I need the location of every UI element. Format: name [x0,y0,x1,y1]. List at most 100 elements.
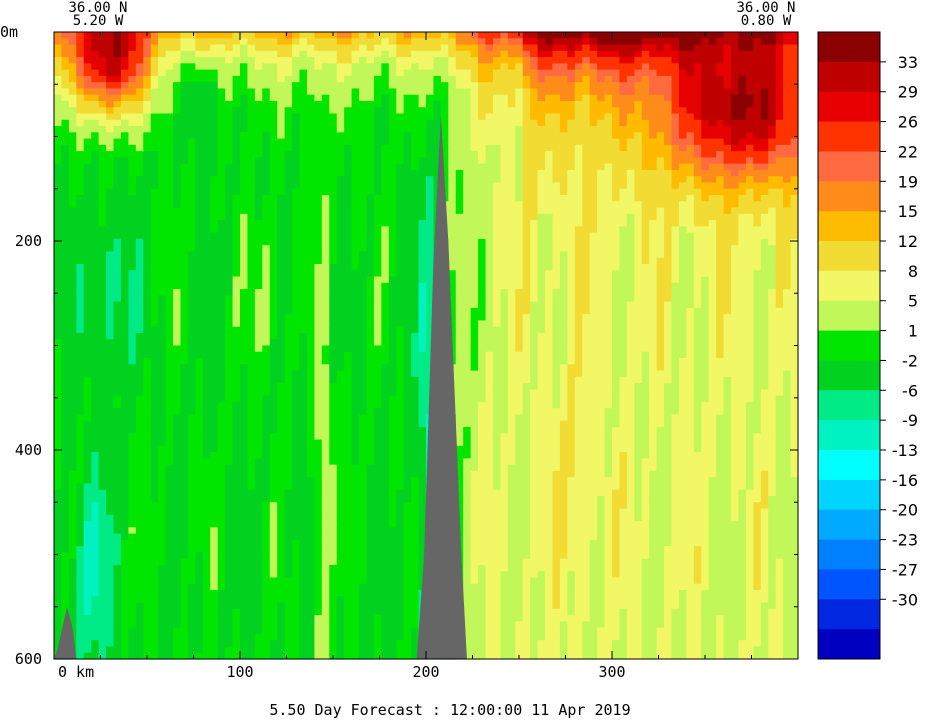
heatmap-cell [359,132,368,140]
heatmap-cell [366,113,375,121]
heatmap-cell [299,282,308,290]
heatmap-cell [76,50,85,58]
heatmap-cell [240,439,249,447]
heatmap-cell [83,596,92,604]
heatmap-cell [76,113,85,121]
heatmap-cell [217,251,226,259]
heatmap-cell [202,263,211,271]
heatmap-cell [61,195,70,202]
heatmap-cell [403,414,412,422]
heatmap-cell [128,345,137,353]
heatmap-cell [336,257,345,265]
heatmap-cell [61,508,70,516]
heatmap-cell [336,270,345,278]
heatmap-cell [173,583,182,591]
heatmap-cell [403,608,412,616]
heatmap-cell [254,401,263,409]
heatmap-cell [299,445,308,453]
heatmap-cell [225,533,234,541]
heatmap-cell [254,270,263,278]
heatmap-cell [232,345,241,353]
heatmap-cell [299,126,308,133]
heatmap-cell [173,439,182,447]
heatmap-cell [344,646,353,654]
heatmap-cell [262,332,271,340]
heatmap-cell [306,144,315,152]
heatmap-cell [277,445,286,453]
heatmap-cell [225,527,234,535]
heatmap-cell [210,627,219,635]
heatmap-cell [120,552,129,560]
heatmap-cell [98,245,107,253]
heatmap-cell [299,276,308,284]
heatmap-cell [195,301,204,309]
heatmap-cell [306,483,315,491]
heatmap-cell [135,583,144,591]
heatmap-cell [98,63,107,71]
heatmap-cell [403,69,412,77]
heatmap-cell [232,195,241,202]
heatmap-cell [292,44,301,52]
heatmap-cell [336,251,345,259]
heatmap-cell [277,107,286,115]
heatmap-cell [210,295,219,303]
heatmap-cell [106,251,115,259]
heatmap-cell [321,351,330,359]
heatmap-cell [269,427,278,434]
heatmap-cell [329,495,338,503]
heatmap-cell [143,452,152,459]
heatmap-cell [240,376,249,384]
heatmap-cell [381,295,390,303]
heatmap-cell [396,640,405,648]
heatmap-cell [373,546,382,554]
heatmap-cell [366,138,375,146]
heatmap-cell [366,383,375,390]
heatmap-cell [61,427,70,434]
heatmap-cell [180,188,189,196]
heatmap-cell [321,452,330,459]
heatmap-cell [150,495,159,503]
heatmap-cell [120,57,129,64]
heatmap-cell [329,364,338,372]
heatmap-cell [366,82,375,90]
heatmap-cell [351,163,360,171]
heatmap-cell [247,458,256,466]
heatmap-cell [418,69,427,77]
heatmap-cell [262,57,271,64]
heatmap-cell [366,577,375,585]
heatmap-cell [351,345,360,353]
heatmap-cell [91,458,100,466]
heatmap-cell [329,301,338,309]
heatmap-cell [403,452,412,459]
heatmap-cell [388,251,397,259]
heatmap-cell [54,38,63,46]
heatmap-cell [135,546,144,554]
heatmap-cell [113,251,122,259]
heatmap-cell [292,458,301,466]
heatmap-cell [336,383,345,390]
heatmap-cell [187,420,196,428]
heatmap-cell [180,126,189,133]
heatmap-cell [351,207,360,215]
heatmap-cell [225,596,234,604]
heatmap-cell [277,427,286,434]
heatmap-cell [344,132,353,140]
heatmap-cell [83,483,92,491]
heatmap-cell [373,44,382,52]
heatmap-cell [61,163,70,171]
heatmap-cell [329,82,338,90]
heatmap-cell [299,539,308,547]
heatmap-cell [254,195,263,202]
heatmap-cell [143,251,152,259]
heatmap-cell [262,226,271,234]
heatmap-cell [83,358,92,365]
heatmap-cell [128,427,137,434]
heatmap-cell [106,163,115,171]
heatmap-cell [98,238,107,246]
heatmap-cell [61,182,70,190]
heatmap-cell [165,445,174,453]
heatmap-cell [314,401,323,409]
heatmap-cell [329,577,338,585]
heatmap-cell [54,439,63,447]
heatmap-cell [180,75,189,83]
